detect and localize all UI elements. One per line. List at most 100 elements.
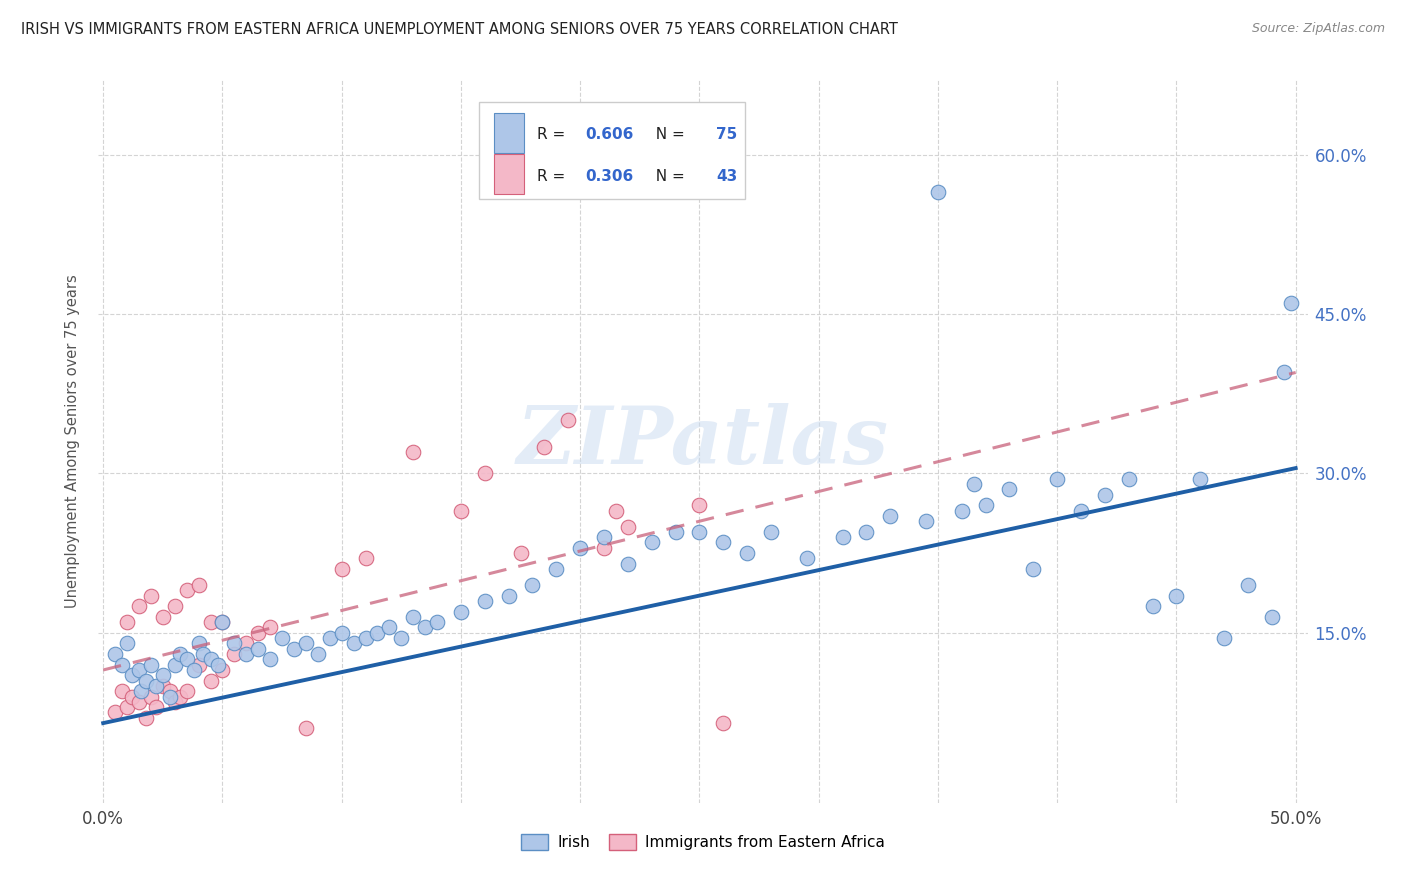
Point <box>115 615 138 630</box>
Point <box>247 641 270 656</box>
Point <box>145 700 167 714</box>
Point <box>152 610 174 624</box>
Point <box>200 673 222 688</box>
Point <box>111 657 134 672</box>
Point <box>163 657 186 672</box>
Point <box>115 700 138 714</box>
Point <box>135 673 157 688</box>
Text: R =: R = <box>537 169 571 184</box>
FancyBboxPatch shape <box>494 154 524 194</box>
Point <box>271 631 294 645</box>
Point <box>159 690 181 704</box>
Point <box>831 530 853 544</box>
Point <box>163 695 186 709</box>
Point <box>1094 488 1116 502</box>
Point <box>389 631 412 645</box>
Point <box>605 503 627 517</box>
Point <box>688 524 710 539</box>
Point <box>104 706 127 720</box>
Point <box>176 583 198 598</box>
Point <box>330 562 353 576</box>
Point <box>193 647 215 661</box>
Point <box>950 503 973 517</box>
Point <box>617 557 640 571</box>
Point <box>450 605 472 619</box>
Point <box>152 668 174 682</box>
Point <box>283 641 305 656</box>
Point <box>121 690 143 704</box>
Point <box>259 652 281 666</box>
Point <box>735 546 758 560</box>
Point <box>879 508 901 523</box>
Point <box>259 620 281 634</box>
Point <box>200 615 222 630</box>
Point <box>295 722 318 736</box>
Point <box>169 690 191 704</box>
Point <box>927 185 949 199</box>
Point <box>135 711 157 725</box>
Point <box>1046 472 1069 486</box>
Point <box>426 615 449 630</box>
Text: IRISH VS IMMIGRANTS FROM EASTERN AFRICA UNEMPLOYMENT AMONG SENIORS OVER 75 YEARS: IRISH VS IMMIGRANTS FROM EASTERN AFRICA … <box>21 22 898 37</box>
Point <box>1118 472 1140 486</box>
Text: N =: N = <box>647 127 690 142</box>
Point <box>247 625 270 640</box>
Y-axis label: Unemployment Among Seniors over 75 years: Unemployment Among Seniors over 75 years <box>65 275 80 608</box>
Point <box>915 514 938 528</box>
Legend: Irish, Immigrants from Eastern Africa: Irish, Immigrants from Eastern Africa <box>515 829 891 856</box>
Point <box>115 636 138 650</box>
Point <box>974 498 997 512</box>
Point <box>176 652 198 666</box>
Point <box>1166 589 1188 603</box>
Text: 75: 75 <box>716 127 738 142</box>
Point <box>366 625 388 640</box>
FancyBboxPatch shape <box>479 102 745 200</box>
Point <box>169 647 191 661</box>
Point <box>1261 610 1284 624</box>
Text: R =: R = <box>537 127 571 142</box>
Point <box>235 636 257 650</box>
Point <box>330 625 353 640</box>
Text: Source: ZipAtlas.com: Source: ZipAtlas.com <box>1251 22 1385 36</box>
Point <box>159 684 181 698</box>
Point <box>211 615 233 630</box>
Point <box>176 684 198 698</box>
Point <box>1279 296 1302 310</box>
Point <box>104 647 127 661</box>
Point <box>152 679 174 693</box>
Point <box>121 668 143 682</box>
Point <box>111 684 134 698</box>
Point <box>1070 503 1092 517</box>
Point <box>211 615 233 630</box>
Point <box>413 620 436 634</box>
Point <box>163 599 186 614</box>
Point <box>187 636 209 650</box>
Text: N =: N = <box>647 169 690 184</box>
Point <box>354 631 377 645</box>
Point <box>759 524 782 539</box>
Point <box>688 498 710 512</box>
Text: 43: 43 <box>716 169 738 184</box>
Point <box>796 551 818 566</box>
Point <box>378 620 401 634</box>
Point <box>342 636 364 650</box>
Point <box>224 636 246 650</box>
Point <box>569 541 592 555</box>
Point <box>1022 562 1045 576</box>
Point <box>200 652 222 666</box>
Point <box>474 594 496 608</box>
Point <box>711 716 734 731</box>
Point <box>855 524 877 539</box>
Point <box>211 663 233 677</box>
Text: ZIPatlas: ZIPatlas <box>517 403 889 480</box>
Point <box>593 541 616 555</box>
Point <box>1189 472 1212 486</box>
Point <box>509 546 531 560</box>
Point <box>1272 366 1295 380</box>
Point <box>963 477 986 491</box>
Point <box>145 679 167 693</box>
Text: 0.306: 0.306 <box>586 169 634 184</box>
Point <box>187 657 209 672</box>
Point <box>557 413 579 427</box>
Point <box>664 524 686 539</box>
